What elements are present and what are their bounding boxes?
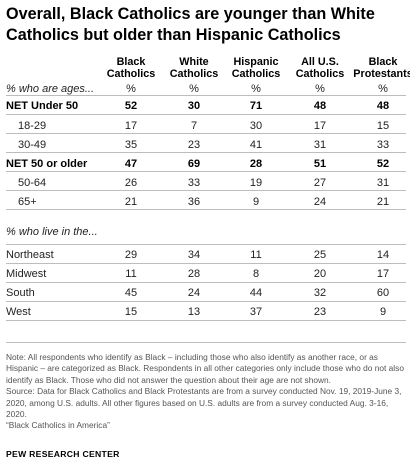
row-label: 18-29 [18, 120, 47, 132]
table-cell: 29 [124, 249, 138, 261]
table-cell: 25 [313, 249, 327, 261]
row-divider [6, 282, 406, 283]
row-label: NET 50 or older [6, 158, 88, 170]
row-divider [6, 209, 406, 210]
percent-header: % [189, 83, 199, 95]
table-cell: 21 [376, 196, 390, 208]
table-cell: 44 [249, 287, 263, 299]
table-cell: 24 [313, 196, 327, 208]
table-cell: 20 [313, 268, 327, 280]
column-header: White Catholics [169, 56, 219, 80]
table-cell: 48 [376, 100, 390, 112]
table-cell: 47 [124, 158, 138, 170]
percent-header: % [315, 83, 325, 95]
table-cell: 9 [379, 306, 387, 318]
row-divider [6, 171, 406, 172]
table-cell: 28 [187, 268, 201, 280]
table-cell: 7 [190, 120, 198, 132]
chart-title: Overall, Black Catholics are younger tha… [6, 5, 375, 44]
row-label: West [6, 306, 31, 318]
table-cell: 17 [376, 268, 390, 280]
table-cell: 11 [125, 268, 137, 280]
source-text: Source: Data for Black Catholics and Bla… [6, 386, 402, 420]
report-title: “Black Catholics in America” [6, 420, 110, 431]
table-cell: 17 [124, 120, 138, 132]
table-cell: 23 [313, 306, 327, 318]
section-label-ages: % who are ages... [6, 83, 95, 95]
table-cell: 15 [376, 120, 390, 132]
table-cell: 51 [313, 158, 327, 170]
table-cell: 60 [376, 287, 390, 299]
column-header: Black Catholics [106, 56, 156, 80]
table-cell: 52 [124, 100, 138, 112]
row-divider [6, 152, 406, 153]
table-cell: 23 [187, 139, 201, 151]
table-cell: 36 [187, 196, 201, 208]
table-cell: 31 [313, 139, 327, 151]
table-cell: 48 [313, 100, 327, 112]
table-cell: 15 [124, 306, 138, 318]
table-cell: 21 [124, 196, 138, 208]
footer-divider [6, 342, 406, 343]
table-cell: 30 [187, 100, 201, 112]
row-divider [6, 301, 406, 302]
row-label: 50-64 [18, 177, 47, 189]
table-cell: 52 [376, 158, 390, 170]
table-cell: 71 [249, 100, 263, 112]
percent-header: % [126, 83, 136, 95]
table-cell: 13 [187, 306, 201, 318]
table-cell: 14 [376, 249, 390, 261]
table-cell: 33 [376, 139, 390, 151]
table-cell: 32 [313, 287, 327, 299]
row-divider [6, 95, 406, 96]
row-divider [6, 244, 406, 245]
row-divider [6, 320, 406, 321]
row-label: Midwest [6, 268, 47, 280]
table-cell: 24 [187, 287, 201, 299]
table-cell: 26 [124, 177, 138, 189]
table-cell: 8 [252, 268, 260, 280]
table-cell: 35 [124, 139, 138, 151]
table-cell: 19 [249, 177, 263, 189]
row-label: South [6, 287, 35, 299]
row-divider [6, 114, 406, 115]
note-text: Note: All respondents who identify as Bl… [6, 352, 404, 385]
row-divider [6, 190, 406, 191]
table-cell: 11 [250, 249, 262, 261]
percent-header: % [251, 83, 261, 95]
table-cell: 17 [313, 120, 327, 132]
row-label: Northeast [6, 249, 54, 261]
footnotes: Note: All respondents who identify as Bl… [6, 352, 406, 432]
section-label-region: % who live in the... [6, 226, 98, 238]
column-header: Hispanic Catholics [231, 56, 281, 80]
percent-header: % [378, 83, 388, 95]
table-cell: 34 [187, 249, 201, 261]
row-divider [6, 263, 406, 264]
org-name: PEW RESEARCH CENTER [6, 449, 120, 459]
row-label: NET Under 50 [6, 100, 79, 112]
column-header: All U.S. Catholics [295, 56, 345, 80]
row-divider [6, 133, 406, 134]
row-label: 65+ [18, 196, 37, 208]
table-cell: 37 [249, 306, 263, 318]
row-label: 30-49 [18, 139, 47, 151]
table-cell: 27 [313, 177, 327, 189]
table-cell: 31 [376, 177, 390, 189]
table-cell: 30 [249, 120, 263, 132]
table-cell: 41 [249, 139, 263, 151]
table-cell: 69 [187, 158, 201, 170]
table-cell: 9 [252, 196, 260, 208]
table-cell: 45 [124, 287, 138, 299]
table-cell: 33 [187, 177, 201, 189]
column-header: Black Protestants [353, 56, 410, 80]
table-cell: 28 [249, 158, 263, 170]
